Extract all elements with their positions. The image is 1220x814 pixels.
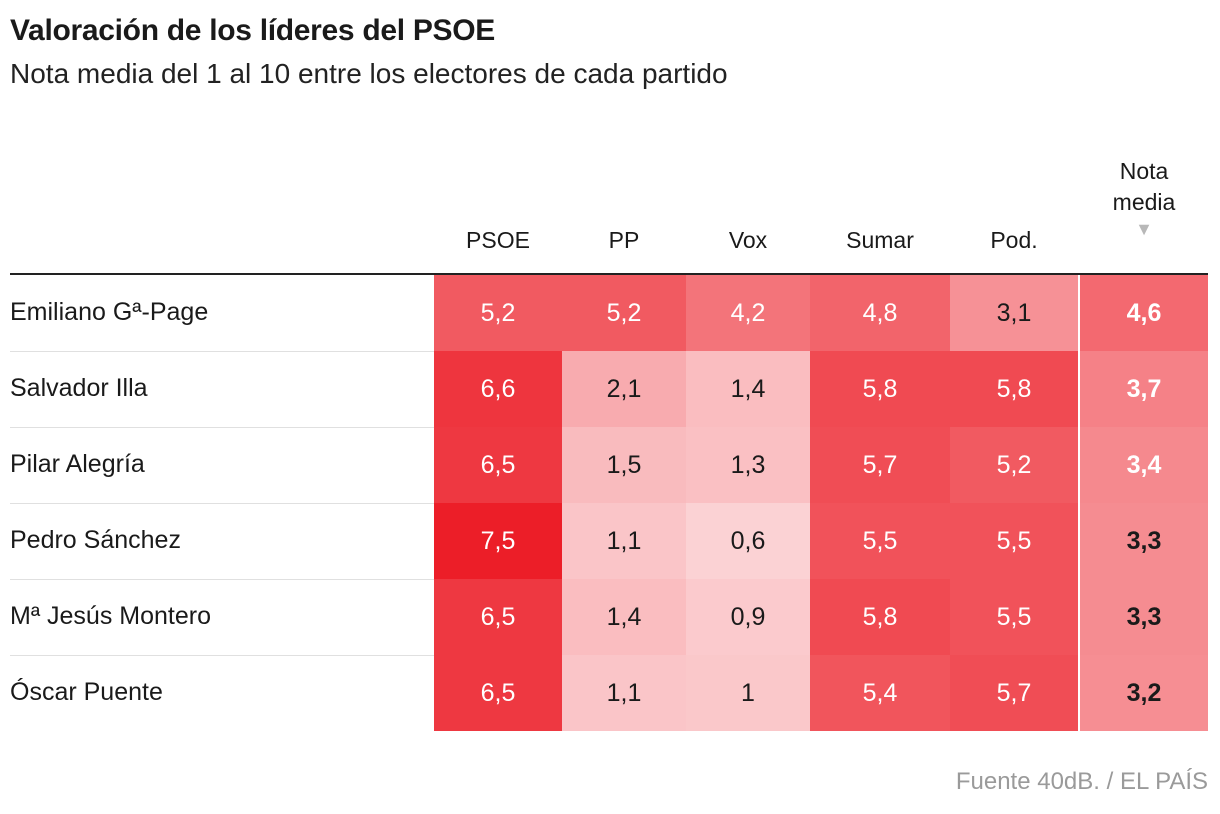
heatmap-cell: 5,7 — [810, 427, 950, 503]
heatmap-cell: 6,6 — [434, 351, 562, 427]
mean-cell: 3,3 — [1080, 579, 1208, 655]
row-divider — [10, 503, 434, 504]
mean-cell: 4,6 — [1080, 275, 1208, 351]
row-divider — [10, 427, 434, 428]
heatmap-cell: 6,5 — [434, 655, 562, 731]
header-rule — [10, 273, 1208, 275]
heatmap-cell: 0,9 — [686, 579, 810, 655]
heatmap-cell: 7,5 — [434, 503, 562, 579]
heatmap-cell: 1 — [686, 655, 810, 731]
heatmap-cell: 5,7 — [950, 655, 1078, 731]
row-divider — [10, 351, 434, 352]
row-label: Óscar Puente — [10, 678, 163, 706]
column-header-pod[interactable]: Pod. — [990, 227, 1038, 253]
mean-cell: 3,3 — [1080, 503, 1208, 579]
heatmap-cell: 2,1 — [562, 351, 686, 427]
heatmap-cell: 3,1 — [950, 275, 1078, 351]
heatmap-cell: 0,6 — [686, 503, 810, 579]
row-label: Salvador Illa — [10, 374, 148, 402]
mean-column-header[interactable]: Nota media ▼ — [1080, 156, 1208, 240]
sort-down-icon[interactable]: ▼ — [1135, 219, 1153, 239]
mean-header-line1: Nota — [1119, 158, 1169, 184]
row-label: Pedro Sánchez — [10, 526, 181, 554]
heatmap-cell: 5,8 — [810, 351, 950, 427]
heatmap-cell: 5,2 — [434, 275, 562, 351]
heatmap-cell: 5,5 — [950, 579, 1078, 655]
heatmap-cell: 1,3 — [686, 427, 810, 503]
heatmap-cell: 6,5 — [434, 579, 562, 655]
chart-title: Valoración de los líderes del PSOE — [10, 14, 495, 47]
chart-subtitle: Nota media del 1 al 10 entre los elector… — [10, 58, 728, 89]
column-header-pp[interactable]: PP — [608, 227, 640, 253]
heatmap-cell: 5,5 — [950, 503, 1078, 579]
row-label: Pilar Alegría — [10, 450, 145, 478]
column-header-psoe[interactable]: PSOE — [466, 227, 530, 253]
source-credit: Fuente 40dB. / EL PAÍS — [955, 768, 1208, 795]
column-header-sumar[interactable]: Sumar — [846, 227, 914, 253]
heatmap-cell: 1,4 — [686, 351, 810, 427]
heatmap-cell: 5,5 — [810, 503, 950, 579]
mean-cell: 3,7 — [1080, 351, 1208, 427]
heatmap-cell: 4,2 — [686, 275, 810, 351]
heatmap-cell: 5,8 — [950, 351, 1078, 427]
heatmap-cell: 4,8 — [810, 275, 950, 351]
heatmap-cell: 1,4 — [562, 579, 686, 655]
column-header-vox[interactable]: Vox — [728, 227, 768, 253]
row-label: Emiliano Gª-Page — [10, 298, 209, 326]
heatmap-cell: 5,8 — [810, 579, 950, 655]
mean-cell: 3,2 — [1080, 655, 1208, 731]
heatmap-cell: 1,1 — [562, 503, 686, 579]
row-label: Mª Jesús Montero — [10, 602, 211, 630]
row-divider — [10, 655, 434, 656]
mean-cell: 3,4 — [1080, 427, 1208, 503]
heatmap-cell: 5,2 — [562, 275, 686, 351]
heatmap-cell: 5,4 — [810, 655, 950, 731]
heatmap-cell: 1,5 — [562, 427, 686, 503]
heatmap-cell: 1,1 — [562, 655, 686, 731]
heatmap-cell: 6,5 — [434, 427, 562, 503]
heatmap-cell: 5,2 — [950, 427, 1078, 503]
mean-header-line2: media — [1112, 189, 1176, 215]
row-divider — [10, 579, 434, 580]
